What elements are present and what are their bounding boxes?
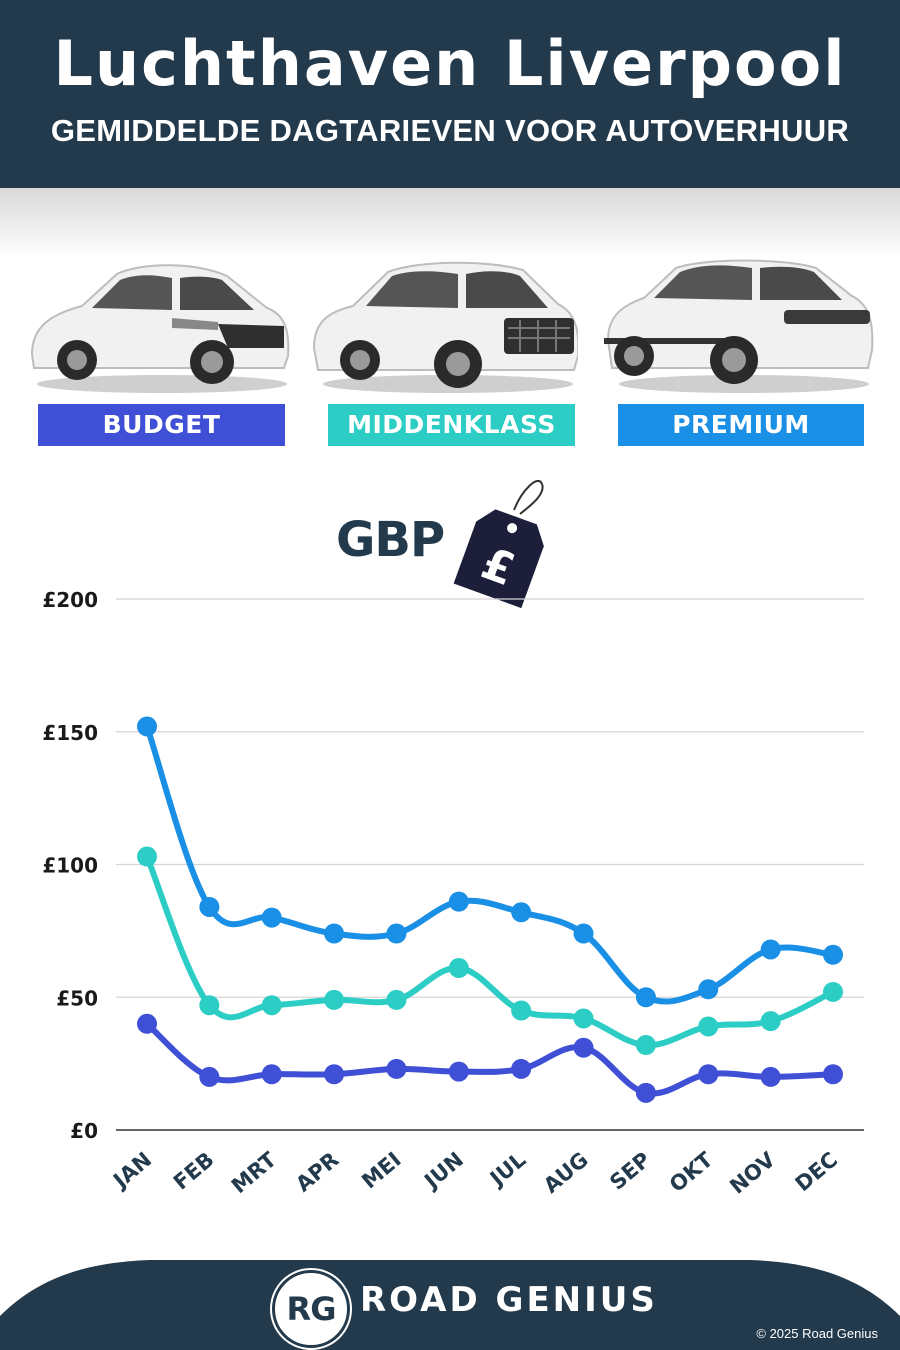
data-point-budget	[760, 1066, 781, 1087]
data-point-budget	[386, 1058, 407, 1079]
x-tick-label: DEC	[791, 1147, 843, 1196]
data-point-premium	[386, 923, 407, 944]
data-point-budget	[261, 1064, 282, 1085]
data-point-budget	[573, 1037, 594, 1058]
data-point-middenklass	[511, 1000, 532, 1021]
data-point-middenklass	[635, 1035, 656, 1056]
data-point-middenklass	[698, 1016, 719, 1037]
currency-label: GBP	[336, 512, 445, 568]
data-point-budget	[199, 1066, 220, 1087]
data-point-middenklass	[324, 989, 345, 1010]
x-tick-label: MEI	[357, 1147, 405, 1193]
data-point-premium	[698, 979, 719, 1000]
category-label-budget: BUDGET	[38, 404, 285, 446]
midsize-car-image	[312, 261, 578, 393]
x-tick-label: APR	[291, 1147, 343, 1196]
data-point-middenklass	[261, 995, 282, 1016]
series-line-budget	[144, 1020, 836, 1097]
x-tick-label: FEB	[169, 1147, 219, 1194]
road-genius-logo: RG	[272, 1270, 350, 1348]
data-point-middenklass	[386, 989, 407, 1010]
category-label-premium: PREMIUM	[618, 404, 864, 446]
data-point-budget	[137, 1013, 157, 1034]
x-tick-label: NOV	[725, 1147, 780, 1199]
premium-car-image	[604, 259, 874, 393]
x-tick-label: AUG	[539, 1147, 593, 1197]
data-point-middenklass	[760, 1011, 781, 1032]
data-point-budget	[511, 1058, 532, 1079]
data-point-budget	[698, 1064, 719, 1085]
page-subtitle: GEMIDDELDE DAGTARIEVEN VOOR AUTOVERHUUR	[50, 113, 850, 148]
data-point-middenklass	[448, 958, 469, 979]
x-tick-label: SEP	[605, 1147, 655, 1194]
data-point-middenklass	[573, 1008, 594, 1029]
data-point-premium	[137, 716, 157, 737]
line-chart: £0 £50 £100 £150 £200 JAN FEB MRT APR MEI JUN JUL A…	[42, 588, 864, 1199]
data-point-middenklass	[137, 846, 157, 867]
copyright-text: © 2025 Road Genius	[756, 1326, 878, 1341]
data-point-premium	[261, 907, 282, 928]
y-tick-label: £150	[42, 721, 98, 745]
data-point-budget	[823, 1064, 843, 1085]
data-point-budget	[635, 1082, 656, 1103]
y-tick-label: £0	[70, 1119, 98, 1143]
budget-car-image	[30, 264, 290, 393]
data-point-premium	[199, 896, 220, 917]
data-point-budget	[324, 1064, 345, 1085]
header-shadow	[0, 188, 900, 258]
footer-banner	[0, 1260, 900, 1350]
data-point-middenklass	[199, 995, 220, 1016]
category-label-midsize: MIDDENKLASS	[328, 404, 575, 446]
x-tick-label: OKT	[665, 1147, 718, 1197]
header-banner: Luchthaven Liverpool GEMIDDELDE DAGTARIE…	[0, 0, 900, 188]
data-point-budget	[448, 1061, 469, 1082]
price-tag-icon: £	[453, 480, 544, 609]
data-point-premium	[324, 923, 345, 944]
x-tick-label: JUL	[484, 1147, 530, 1191]
data-point-premium	[511, 902, 532, 923]
data-point-premium	[635, 987, 656, 1008]
x-tick-label: JUN	[419, 1147, 468, 1194]
data-point-premium	[760, 939, 781, 960]
data-point-middenklass	[823, 981, 843, 1002]
x-tick-label: MRT	[227, 1147, 282, 1198]
y-tick-label: £50	[56, 986, 98, 1010]
brand-name: ROAD GENIUS	[360, 1280, 658, 1320]
y-tick-label: £200	[42, 588, 98, 612]
y-tick-label: £100	[42, 854, 98, 878]
data-point-premium	[823, 944, 843, 965]
x-tick-label: JAN	[107, 1147, 156, 1193]
data-point-premium	[573, 923, 594, 944]
page-title: Luchthaven Liverpool	[53, 27, 847, 100]
data-point-premium	[448, 891, 469, 912]
series-line-middenklass	[144, 853, 836, 1049]
